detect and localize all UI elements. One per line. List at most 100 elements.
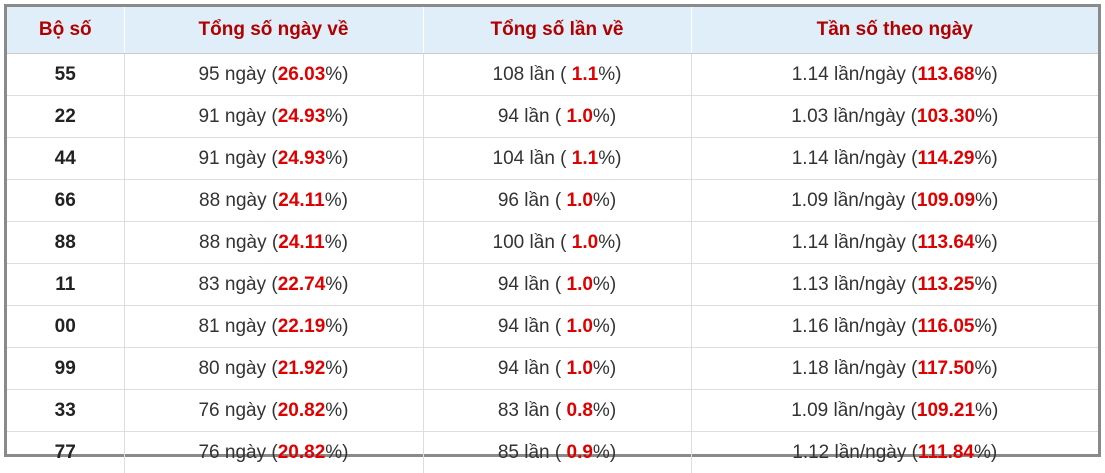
cell-text: 76 ngày ( [198,400,277,421]
header-cell: Tần số theo ngày [691,7,1098,54]
cell: 94 lần ( 1.0%) [423,96,691,138]
cell-text: 104 lần ( [493,148,572,169]
cell: 94 lần ( 1.0%) [423,264,691,306]
highlight-value: 109.21 [917,400,975,421]
cell: 1.14 lần/ngày (114.29%) [691,138,1098,180]
cell-text: 1.14 lần/ngày ( [792,64,918,85]
cell-text: %) [325,358,348,379]
cell-text: %) [593,106,616,127]
cell-text: %) [593,358,616,379]
cell-text: 95 ngày ( [198,64,277,85]
pair-number: 99 [7,348,124,390]
cell-text: %) [598,64,621,85]
cell-text: 1.16 lần/ngày ( [792,316,918,337]
highlight-value: 22.19 [278,316,326,337]
highlight-value: 22.74 [278,274,326,295]
cell-text: 94 lần ( [498,316,567,337]
cell: 1.14 lần/ngày (113.68%) [691,54,1098,96]
highlight-value: 1.0 [567,358,593,379]
cell-text: 96 lần ( [498,190,567,211]
cell-text: %) [325,190,348,211]
cell-text: 91 ngày ( [198,106,277,127]
cell: 88 ngày (24.11%) [124,180,423,222]
highlight-value: 117.50 [917,358,974,379]
cell-text: %) [975,400,998,421]
cell-text: 88 ngày ( [199,190,278,211]
cell-text: %) [975,106,998,127]
pair-number: 00 [7,306,124,348]
cell: 76 ngày (20.82%) [124,432,423,473]
highlight-value: 21.92 [278,358,326,379]
highlight-value: 1.0 [567,274,593,295]
cell-text: %) [325,442,348,463]
cell-text: %) [325,400,348,421]
cell: 1.14 lần/ngày (113.64%) [691,222,1098,264]
highlight-value: 103.30 [917,106,975,127]
cell: 104 lần ( 1.1%) [423,138,691,180]
cell-text: 83 lần ( [498,400,567,421]
highlight-value: 1.1 [572,148,598,169]
pair-number: 11 [7,264,124,306]
highlight-value: 113.68 [917,64,974,85]
cell-text: %) [975,190,998,211]
cell-text: %) [325,64,348,85]
cell-text: %) [593,190,616,211]
highlight-value: 113.64 [917,232,974,253]
cell-text: 76 ngày ( [198,442,277,463]
cell: 1.12 lần/ngày (111.84%) [691,432,1098,473]
cell-text: %) [975,232,998,253]
highlight-value: 1.0 [567,106,593,127]
cell: 76 ngày (20.82%) [124,390,423,432]
cell-text: 1.18 lần/ngày ( [792,358,918,379]
cell: 94 lần ( 1.0%) [423,348,691,390]
cell-text: 1.09 lần/ngày ( [791,190,917,211]
cell-text: %) [325,316,348,337]
cell-text: %) [975,64,998,85]
cell: 1.16 lần/ngày (116.05%) [691,306,1098,348]
cell: 96 lần ( 1.0%) [423,180,691,222]
highlight-value: 1.0 [567,190,593,211]
cell: 85 lần ( 0.9%) [423,432,691,473]
cell-text: 81 ngày ( [198,316,277,337]
cell-text: %) [975,148,998,169]
highlight-value: 1.1 [572,64,598,85]
cell: 100 lần ( 1.0%) [423,222,691,264]
highlight-value: 24.93 [278,148,326,169]
highlight-value: 116.05 [917,316,974,337]
header-cell: Tổng số ngày về [124,7,423,54]
cell-text: 100 lần ( [493,232,572,253]
cell-text: %) [975,358,998,379]
highlight-value: 109.09 [917,190,975,211]
pair-number: 88 [7,222,124,264]
cell-text: 1.13 lần/ngày ( [792,274,918,295]
cell-text: %) [325,106,348,127]
highlight-value: 1.0 [567,316,593,337]
highlight-value: 0.9 [567,442,593,463]
cell-text: %) [598,148,621,169]
cell: 88 ngày (24.11%) [124,222,423,264]
cell: 1.18 lần/ngày (117.50%) [691,348,1098,390]
cell-text: 94 lần ( [498,106,567,127]
cell: 1.03 lần/ngày (103.30%) [691,96,1098,138]
highlight-value: 20.82 [278,442,326,463]
highlight-value: 26.03 [278,64,326,85]
cell-text: %) [325,232,348,253]
cell-text: 91 ngày ( [198,148,277,169]
cell: 108 lần ( 1.1%) [423,54,691,96]
cell: 1.09 lần/ngày (109.21%) [691,390,1098,432]
pair-number: 66 [7,180,124,222]
cell: 1.09 lần/ngày (109.09%) [691,180,1098,222]
cell-text: %) [325,274,348,295]
pair-number: 33 [7,390,124,432]
cell-text: %) [974,442,997,463]
cell-text: %) [593,400,616,421]
header-cell: Tổng số lần về [423,7,691,54]
